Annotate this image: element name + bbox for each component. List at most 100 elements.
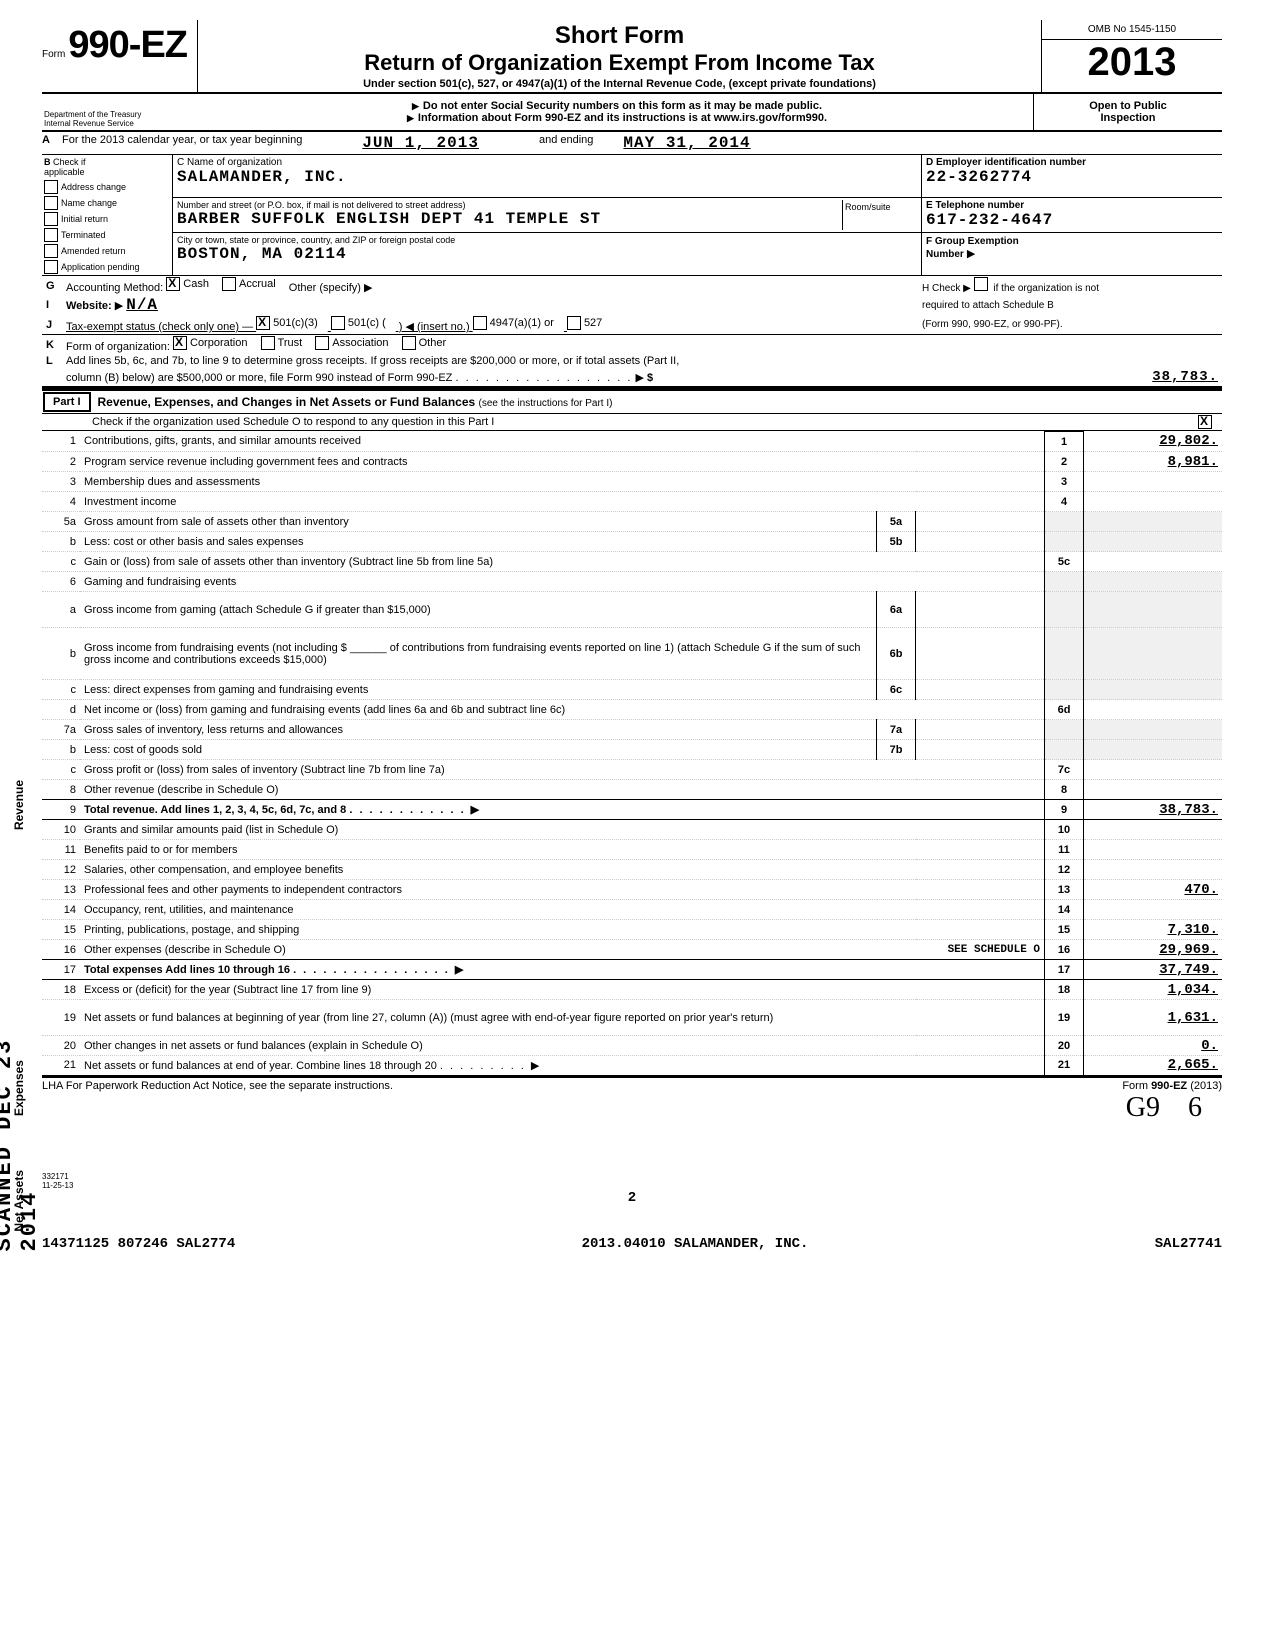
part1-check-row: Check if the organization used Schedule … — [42, 414, 1222, 431]
bottom-ids: 14371125 807246 SAL2774 2013.04010 SALAM… — [42, 1236, 1222, 1252]
col-def: D Employer identification number 22-3262… — [921, 155, 1222, 275]
org-name: SALAMANDER, INC. — [177, 168, 917, 186]
line-9: 9Total revenue. Add lines 1, 2, 3, 4, 5c… — [42, 800, 1222, 820]
line-7b: bLess: cost of goods sold7b — [42, 740, 1222, 760]
ein: 22-3262774 — [926, 168, 1218, 186]
c-label: C Name of organization — [177, 157, 917, 168]
header-row: Form 990-EZ Short Form Return of Organiz… — [42, 20, 1222, 94]
phone: 617-232-4647 — [926, 211, 1218, 229]
line-7c: cGross profit or (loss) from sales of in… — [42, 760, 1222, 780]
no-ssn-line: Do not enter Social Security numbers on … — [207, 100, 1027, 112]
arrow-icon: ▶ — [967, 248, 975, 260]
line-k: K Form of organization: Corporation Trus… — [42, 335, 1222, 354]
form-number-box: Form 990-EZ — [42, 20, 198, 92]
line-6d: dNet income or (loss) from gaming and fu… — [42, 700, 1222, 720]
info-line: Information about Form 990-EZ and its in… — [207, 112, 1027, 124]
part1-label: Part I — [43, 392, 91, 412]
cb-other-org[interactable] — [402, 336, 416, 350]
org-street: BARBER SUFFOLK ENGLISH DEPT 41 TEMPLE ST — [177, 210, 842, 228]
cb-cash[interactable] — [166, 277, 180, 291]
subtitle: Under section 501(c), 527, or 4947(a)(1)… — [208, 78, 1031, 90]
line-13: 13Professional fees and other payments t… — [42, 880, 1222, 900]
room-suite-label: Room/suite — [842, 200, 917, 230]
cb-initial-return[interactable] — [44, 212, 58, 226]
line-6b: bGross income from fundraising events (n… — [42, 628, 1222, 680]
line-17: 17Total expenses Add lines 10 through 16… — [42, 960, 1222, 980]
cb-terminated[interactable] — [44, 228, 58, 242]
tax-year-end: MAY 31, 2014 — [623, 134, 750, 152]
cb-schedule-o-used[interactable] — [1198, 415, 1212, 429]
title-box: Short Form Return of Organization Exempt… — [198, 20, 1041, 92]
bottom-right: SAL27741 — [1155, 1236, 1222, 1252]
col-c-org-info: C Name of organization SALAMANDER, INC. … — [173, 155, 921, 275]
cb-4947[interactable] — [473, 316, 487, 330]
line-19: 19Net assets or fund balances at beginni… — [42, 1000, 1222, 1036]
block-bcdf: B Check if applicable Address change Nam… — [42, 155, 1222, 276]
cb-501c3[interactable] — [256, 316, 270, 330]
side-label-revenue: Revenue — [12, 780, 26, 830]
cb-assoc[interactable] — [315, 336, 329, 350]
inspection-box: Open to Public Inspection — [1033, 94, 1222, 130]
line-11: 11Benefits paid to or for members11 — [42, 840, 1222, 860]
return-title: Return of Organization Exempt From Incom… — [208, 50, 1031, 76]
cb-app-pending[interactable] — [44, 260, 58, 274]
col-b-checkboxes: B Check if applicable Address change Nam… — [42, 155, 173, 275]
lines-table: 1Contributions, gifts, grants, and simil… — [42, 431, 1222, 1077]
line-g: G Accounting Method: Cash Accrual Other … — [42, 276, 1222, 295]
line-5a: 5aGross amount from sale of assets other… — [42, 512, 1222, 532]
line-l-amount: 38,783. — [1058, 369, 1222, 385]
form-990ez: SCANNED DEC 23 2014 Revenue Expenses Net… — [42, 20, 1222, 1252]
line-j: J Tax-exempt status (check only one) — 5… — [42, 315, 1222, 335]
line-6: 6Gaming and fundraising events — [42, 572, 1222, 592]
line-l2: column (B) below) are $500,000 or more, … — [42, 368, 1222, 389]
line-4: 4Investment income4 — [42, 492, 1222, 512]
header-row2: Department of the Treasury Internal Reve… — [42, 94, 1222, 132]
cb-corp[interactable] — [173, 336, 187, 350]
d-label: D Employer identification number — [926, 157, 1218, 168]
bottom-left: 14371125 807246 SAL2774 — [42, 1236, 235, 1252]
line-5b: bLess: cost or other basis and sales exp… — [42, 532, 1222, 552]
cb-501c[interactable] — [331, 316, 345, 330]
cb-amended[interactable] — [44, 244, 58, 258]
line-10: 10Grants and similar amounts paid (list … — [42, 820, 1222, 840]
line-15: 15Printing, publications, postage, and s… — [42, 920, 1222, 940]
line-1: 1Contributions, gifts, grants, and simil… — [42, 432, 1222, 452]
and-ending: and ending — [539, 134, 593, 152]
line-a-prefix: For the 2013 calendar year, or tax year … — [62, 134, 302, 152]
line-5c: cGain or (loss) from sale of assets othe… — [42, 552, 1222, 572]
lha-notice: LHA For Paperwork Reduction Act Notice, … — [42, 1080, 393, 1092]
line-7a: 7aGross sales of inventory, less returns… — [42, 720, 1222, 740]
cb-name-change[interactable] — [44, 196, 58, 210]
cb-h[interactable] — [974, 277, 988, 291]
e-label: E Telephone number — [926, 200, 1218, 211]
line-i: I Website: ▶ N/A required to attach Sche… — [42, 295, 1222, 315]
line-2: 2Program service revenue including gover… — [42, 452, 1222, 472]
line-3: 3Membership dues and assessments3 — [42, 472, 1222, 492]
line-18: 18Excess or (deficit) for the year (Subt… — [42, 980, 1222, 1000]
form-ref: Form 990-EZ (2013) — [1122, 1080, 1222, 1092]
cb-trust[interactable] — [261, 336, 275, 350]
cb-accrual[interactable] — [222, 277, 236, 291]
cb-527[interactable] — [567, 316, 581, 330]
page-number: 2 — [42, 1190, 1222, 1206]
tax-year: 2013 — [1042, 40, 1222, 85]
city-label: City or town, state or province, country… — [177, 235, 917, 245]
org-city: BOSTON, MA 02114 — [177, 245, 917, 263]
footer-row: LHA For Paperwork Reduction Act Notice, … — [42, 1077, 1222, 1092]
part1-header: Part I Revenue, Expenses, and Changes in… — [42, 389, 1222, 414]
bottom-center: 2013.04010 SALAMANDER, INC. — [582, 1236, 809, 1252]
right-header-box: OMB No 1545-1150 2013 — [1041, 20, 1222, 92]
handwritten-note: G9 6 — [1126, 1092, 1202, 1124]
line-16: 16Other expenses (describe in Schedule O… — [42, 940, 1222, 960]
cb-address-change[interactable] — [44, 180, 58, 194]
line-a: A For the 2013 calendar year, or tax yea… — [42, 132, 1222, 155]
side-label-expenses: Expenses — [12, 1060, 26, 1116]
side-label-netassets: Net Assets — [12, 1170, 26, 1232]
line-6a: aGross income from gaming (attach Schedu… — [42, 592, 1222, 628]
tax-year-begin: JUN 1, 2013 — [362, 134, 479, 152]
line-20: 20Other changes in net assets or fund ba… — [42, 1036, 1222, 1056]
instructions-box: Do not enter Social Security numbers on … — [201, 94, 1033, 130]
street-label: Number and street (or P.O. box, if mail … — [177, 200, 842, 210]
dept-box: Department of the Treasury Internal Reve… — [42, 102, 201, 130]
line-21: 21Net assets or fund balances at end of … — [42, 1056, 1222, 1076]
